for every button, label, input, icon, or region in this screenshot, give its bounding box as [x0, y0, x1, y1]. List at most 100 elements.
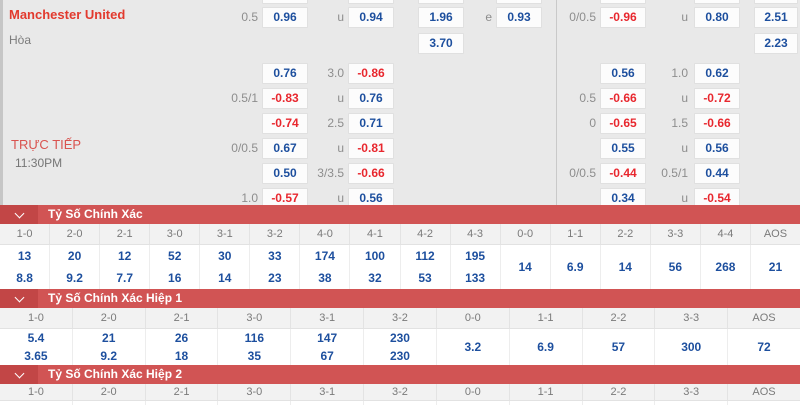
- odds-cell[interactable]: -0.54: [694, 187, 740, 205]
- odds-cell[interactable]: [694, 0, 740, 4]
- score-odds-value[interactable]: 72: [757, 340, 771, 354]
- odds-cell[interactable]: -0.44: [600, 162, 646, 184]
- odds-cell[interactable]: -0.57: [262, 187, 308, 205]
- score-odds-value[interactable]: 12: [117, 249, 132, 263]
- odds-cell[interactable]: 0.76: [348, 87, 394, 109]
- score-cell[interactable]: 268: [701, 245, 751, 289]
- odds-cell[interactable]: 0.80: [694, 6, 740, 28]
- score-odds-value[interactable]: 67: [320, 349, 334, 363]
- odds-cell[interactable]: 0.67: [262, 137, 308, 159]
- score-odds-value[interactable]: 35: [247, 349, 262, 363]
- odds-cell[interactable]: -0.66: [600, 87, 646, 109]
- score-odds-value[interactable]: 174: [314, 249, 335, 263]
- score-odds-value[interactable]: 6.9: [537, 340, 554, 354]
- score-cell[interactable]: 12 7.7: [100, 245, 151, 289]
- collapse-toggle[interactable]: [0, 289, 38, 308]
- score-cell[interactable]: 195 133: [451, 245, 501, 289]
- odds-cell[interactable]: [262, 0, 308, 4]
- score-cell[interactable]: 20 9.2: [50, 245, 101, 289]
- odds-cell[interactable]: -0.96: [600, 6, 646, 28]
- score-cell[interactable]: 300: [655, 329, 729, 365]
- score-cell[interactable]: 112 53: [401, 245, 451, 289]
- odds-cell[interactable]: 2.23: [754, 32, 798, 54]
- score-cell[interactable]: 116 35: [218, 329, 292, 365]
- score-cell[interactable]: 13 8.8: [0, 245, 51, 289]
- odds-cell[interactable]: 0.71: [348, 112, 394, 134]
- odds-cell[interactable]: 0.44: [694, 162, 740, 184]
- home-team-name[interactable]: Manchester United: [9, 7, 126, 22]
- odds-cell[interactable]: -0.74: [262, 112, 308, 134]
- score-cell[interactable]: 174 38: [300, 245, 351, 289]
- score-cell[interactable]: 33 23: [250, 245, 301, 289]
- score-cell[interactable]: 3.2: [437, 329, 510, 365]
- score-cell[interactable]: 6.9: [551, 245, 601, 289]
- score-odds-value[interactable]: 230: [389, 349, 410, 363]
- score-odds-value[interactable]: 8.8: [16, 271, 33, 285]
- odds-cell[interactable]: -0.81: [348, 137, 394, 159]
- odds-cell[interactable]: 0.62: [694, 62, 740, 84]
- odds-cell[interactable]: 1.96: [418, 6, 464, 28]
- score-cell[interactable]: 6.9: [510, 329, 583, 365]
- odds-cell[interactable]: -0.83: [262, 87, 308, 109]
- score-cell[interactable]: 21: [751, 245, 800, 289]
- score-cell[interactable]: 100 32: [350, 245, 401, 289]
- score-odds-value[interactable]: 5.4: [27, 331, 45, 345]
- score-odds-value[interactable]: 3.65: [24, 349, 48, 363]
- odds-cell[interactable]: 0.96: [262, 6, 308, 28]
- odds-cell[interactable]: -0.66: [348, 162, 394, 184]
- score-odds-value[interactable]: 52: [168, 249, 182, 263]
- score-odds-value[interactable]: 6.9: [566, 260, 584, 274]
- score-cell[interactable]: 147 67: [291, 329, 365, 365]
- score-odds-value[interactable]: 14: [218, 271, 232, 285]
- score-odds-value[interactable]: 9.2: [100, 349, 118, 363]
- odds-cell[interactable]: -0.65: [600, 112, 646, 134]
- score-cell[interactable]: 230 230: [364, 329, 437, 365]
- collapse-toggle[interactable]: [0, 365, 38, 384]
- score-cell[interactable]: 56: [651, 245, 701, 289]
- score-odds-value[interactable]: 116: [244, 331, 265, 345]
- score-odds-value[interactable]: 21: [768, 260, 783, 274]
- score-odds-value[interactable]: 100: [364, 249, 385, 263]
- odds-cell[interactable]: 0.76: [262, 62, 308, 84]
- score-cell[interactable]: 14: [601, 245, 651, 289]
- score-odds-value[interactable]: 300: [681, 340, 702, 354]
- odds-cell[interactable]: 2.51: [754, 6, 798, 28]
- score-odds-value[interactable]: 13: [17, 249, 32, 263]
- odds-cell[interactable]: [600, 0, 646, 4]
- score-cell[interactable]: 72: [728, 329, 800, 365]
- collapse-toggle[interactable]: [0, 205, 38, 224]
- score-odds-value[interactable]: 26: [174, 331, 189, 345]
- score-cell[interactable]: 57: [583, 329, 656, 365]
- scrollbar-edge[interactable]: [0, 0, 3, 205]
- score-odds-value[interactable]: 14: [618, 260, 632, 274]
- score-odds-value[interactable]: 33: [268, 249, 282, 263]
- score-odds-value[interactable]: 53: [418, 271, 432, 285]
- score-cell[interactable]: 52 16: [150, 245, 201, 289]
- odds-cell[interactable]: 0.94: [348, 6, 394, 28]
- odds-cell[interactable]: 0.56: [694, 137, 740, 159]
- score-odds-value[interactable]: 16: [168, 271, 182, 285]
- score-cell[interactable]: 5.4 3.65: [0, 329, 73, 365]
- score-odds-value[interactable]: 268: [715, 260, 736, 274]
- score-odds-value[interactable]: 20: [67, 249, 82, 263]
- score-odds-value[interactable]: 38: [318, 271, 332, 285]
- odds-cell[interactable]: [496, 0, 542, 4]
- score-odds-value[interactable]: 133: [465, 271, 486, 285]
- odds-cell[interactable]: 0.50: [262, 162, 308, 184]
- score-odds-value[interactable]: 14: [518, 260, 532, 274]
- odds-cell[interactable]: 0.55: [600, 137, 646, 159]
- odds-cell[interactable]: 0.93: [496, 6, 542, 28]
- odds-cell[interactable]: 0.34: [600, 187, 646, 205]
- score-cell[interactable]: 30 14: [200, 245, 251, 289]
- score-odds-value[interactable]: 195: [465, 249, 486, 263]
- score-odds-value[interactable]: 32: [368, 271, 382, 285]
- score-odds-value[interactable]: 147: [317, 331, 338, 345]
- odds-cell[interactable]: -0.72: [694, 87, 740, 109]
- odds-cell[interactable]: [348, 0, 394, 4]
- score-odds-value[interactable]: 30: [218, 249, 232, 263]
- score-odds-value[interactable]: 57: [611, 340, 626, 354]
- score-odds-value[interactable]: 23: [268, 271, 282, 285]
- odds-cell[interactable]: -0.66: [694, 112, 740, 134]
- score-odds-value[interactable]: 21: [102, 331, 116, 345]
- odds-cell[interactable]: 0.56: [348, 187, 394, 205]
